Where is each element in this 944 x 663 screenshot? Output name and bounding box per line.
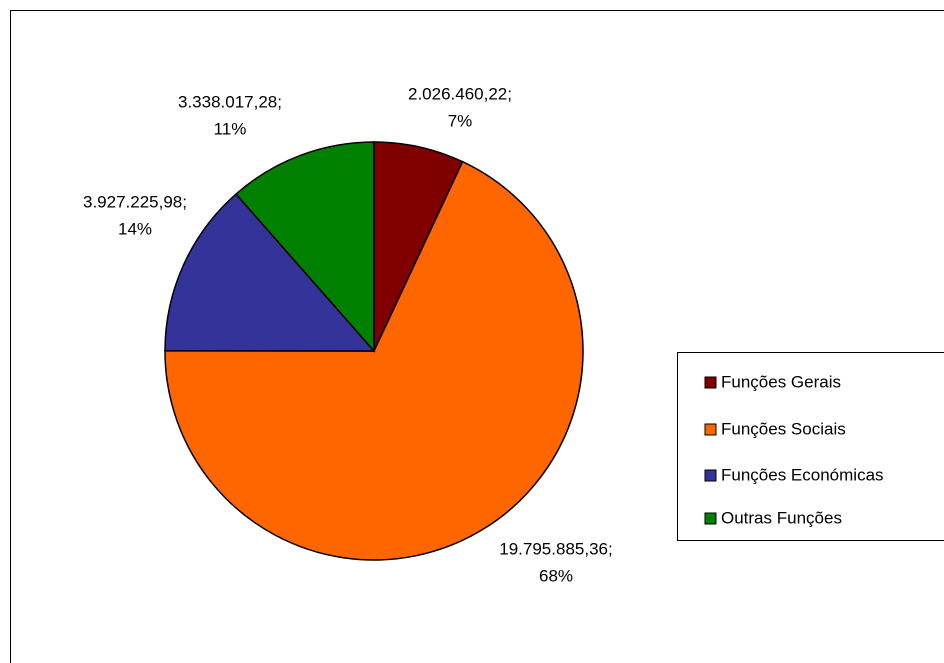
- legend-box: [677, 352, 944, 541]
- legend-swatch: [704, 376, 717, 389]
- percent-label: 68%: [539, 566, 573, 585]
- legend-label: Outras Funções: [721, 508, 842, 527]
- legend-swatch: [704, 423, 717, 436]
- legend-swatch: [704, 469, 717, 482]
- pie-slice: [234, 141, 375, 353]
- value-label: 19.795.885,36;: [499, 539, 612, 558]
- value-label: 3.927.225,98;: [83, 192, 187, 211]
- pie-slice: [164, 192, 376, 352]
- percent-label: 14%: [118, 219, 152, 238]
- value-label: 3.338.017,28;: [178, 92, 282, 111]
- pie-slice: [164, 160, 584, 561]
- legend-label: Funções Gerais: [721, 372, 841, 391]
- legend-swatch: [704, 512, 717, 525]
- percent-label: 7%: [448, 111, 473, 130]
- value-label: 2.026.460,22;: [408, 84, 512, 103]
- legend-label: Funções Económicas: [721, 465, 884, 484]
- legend-label: Funções Sociais: [721, 419, 846, 438]
- percent-label: 11%: [214, 119, 247, 138]
